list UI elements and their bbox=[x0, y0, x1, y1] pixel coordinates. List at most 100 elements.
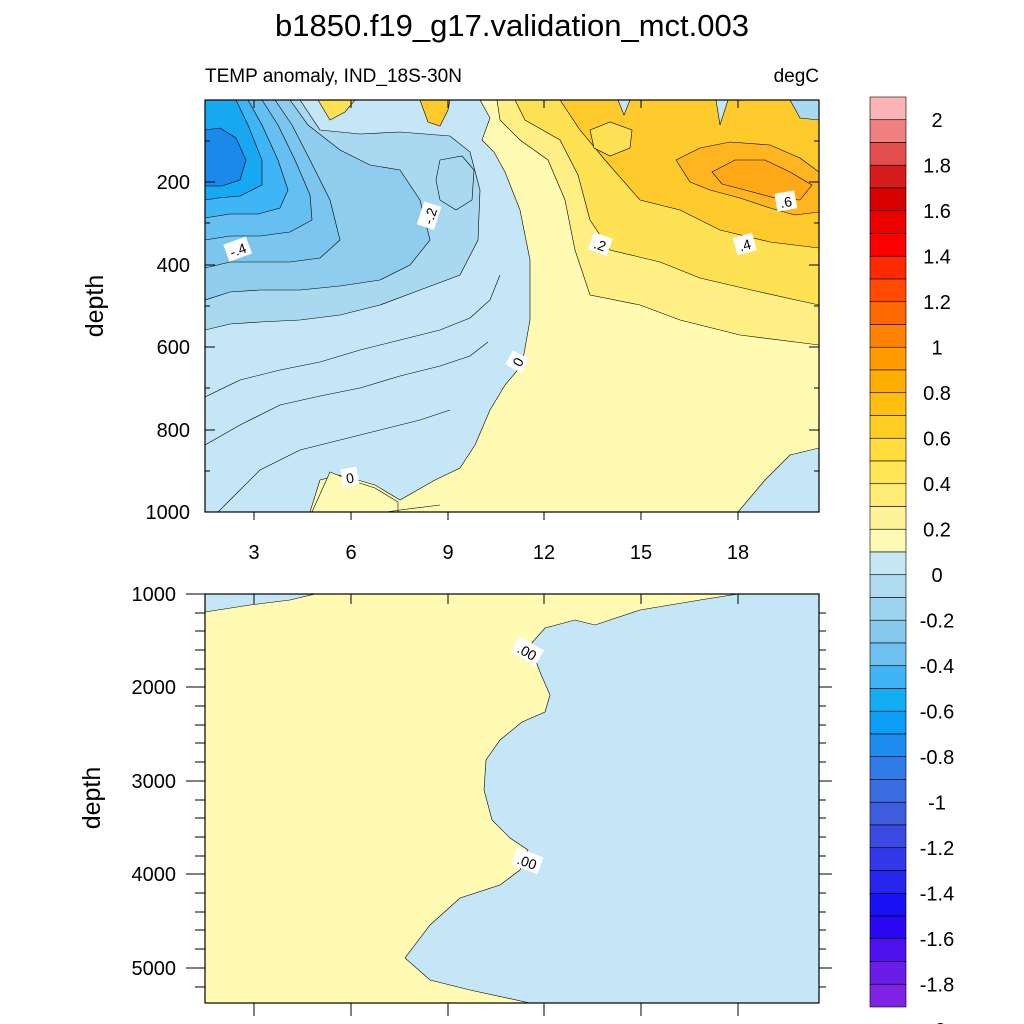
colorbar-swatch bbox=[869, 665, 907, 689]
upper-y-tick-label: 800 bbox=[157, 420, 190, 442]
upper-y-tick-label: 200 bbox=[157, 172, 190, 194]
contour-label: .4 bbox=[737, 236, 753, 255]
colorbar-swatch bbox=[869, 278, 907, 303]
colorbar-swatch bbox=[869, 938, 907, 962]
colorbar-swatch bbox=[869, 142, 907, 166]
colorbar-swatch bbox=[869, 756, 907, 780]
contour-label: .00 bbox=[515, 851, 539, 873]
contour-label: -.2 bbox=[420, 206, 440, 227]
colorbar-swatch bbox=[869, 710, 907, 735]
upper-fill-bump-3 bbox=[715, 100, 729, 126]
contour-label: .6 bbox=[779, 193, 793, 211]
upper-contour-labels: -.4 -.2 0 0 .2 .4 bbox=[223, 190, 798, 488]
colorbar-swatch bbox=[869, 483, 907, 507]
upper-contour-line-1 bbox=[205, 274, 501, 398]
lower-y-tick-label: 2000 bbox=[132, 677, 177, 699]
colorbar-label: 1.8 bbox=[923, 155, 951, 177]
contour-label: 0 bbox=[345, 469, 356, 486]
colorbar-swatch bbox=[869, 779, 907, 803]
upper-fill-cool-7 bbox=[205, 127, 247, 187]
figure-title: b1850.f19_g17.validation_mct.003 bbox=[275, 8, 749, 43]
upper-y-tick-label: 400 bbox=[157, 255, 190, 277]
colorbar-swatch bbox=[869, 210, 907, 234]
lower-y-axis-label: depth bbox=[78, 767, 106, 830]
colorbar-swatch bbox=[869, 255, 907, 280]
colorbar-label: -1 bbox=[928, 792, 946, 814]
upper-y-tick-label: 600 bbox=[157, 337, 190, 359]
lower-y-tick-label: 1000 bbox=[132, 584, 177, 606]
lower-y-tick-label: 5000 bbox=[132, 958, 177, 980]
x-tick-label: 12 bbox=[533, 542, 555, 564]
x-tick-label: 6 bbox=[345, 542, 356, 564]
x-tick-label: 15 bbox=[630, 542, 652, 564]
colorbar-swatch bbox=[869, 983, 907, 1008]
x-tick-label: 9 bbox=[442, 542, 453, 564]
upper-y-axis: 200 400 600 800 1000 bbox=[146, 140, 819, 524]
colorbar-swatch bbox=[869, 506, 907, 530]
lower-y-tick-label: 3000 bbox=[132, 771, 177, 793]
colorbar-swatch bbox=[869, 915, 907, 940]
upper-contour-line-2 bbox=[205, 341, 489, 446]
colorbar-swatch bbox=[869, 369, 907, 394]
colorbar-swatch bbox=[869, 528, 907, 553]
colorbar-swatch bbox=[869, 392, 907, 416]
colorbar-label: 1 bbox=[931, 337, 942, 359]
upper-y-tick-label: 1000 bbox=[146, 502, 191, 524]
colorbar-swatch bbox=[869, 324, 907, 348]
upper-fill-zero-patch bbox=[311, 471, 399, 512]
lower-contour-fills bbox=[205, 594, 819, 1003]
contour-label: -.4 bbox=[228, 240, 249, 261]
colorbar-swatch bbox=[869, 301, 907, 325]
colorbar-label: -0.8 bbox=[920, 747, 954, 769]
colorbar-label: -1.4 bbox=[920, 883, 954, 905]
colorbar-swatch bbox=[869, 733, 907, 758]
colorbar-swatch bbox=[869, 437, 907, 462]
upper-x-axis: 3 6 9 12 15 18 bbox=[248, 100, 749, 564]
colorbar-labels: 2 1.8 1.6 1.4 1.2 1 0.8 0.6 0.4 0.2 0 -0.2 -0.4 -0.6 -… bbox=[920, 110, 954, 1024]
upper-fill-bump-4 bbox=[789, 100, 819, 121]
colorbar-swatch bbox=[869, 642, 907, 667]
colorbar-swatch bbox=[869, 551, 907, 576]
colorbar-label: 0.6 bbox=[923, 428, 951, 450]
colorbar-label: 0.4 bbox=[923, 474, 951, 496]
upper-fill-0.6 bbox=[711, 159, 813, 201]
lower-panel: .00 .00 1000 2000 3000 4000 5000 bbox=[78, 584, 832, 1016]
colorbar-label: 0 bbox=[931, 565, 942, 587]
colorbar-swatch bbox=[869, 688, 907, 712]
colorbar-swatch bbox=[869, 164, 907, 189]
x-tick-label: 18 bbox=[727, 542, 749, 564]
colorbar-swatch bbox=[869, 346, 907, 371]
colorbar-label: -0.6 bbox=[920, 701, 954, 723]
colorbar-swatch bbox=[869, 870, 907, 894]
upper-contour-fills bbox=[205, 100, 819, 512]
upper-panel: TEMP anomaly, IND_18S-30N degC bbox=[81, 66, 820, 564]
colorbar-label: 0.8 bbox=[923, 383, 951, 405]
colorbar-swatch bbox=[869, 574, 907, 598]
upper-fill-surface-2 bbox=[419, 100, 451, 127]
colorbar bbox=[869, 96, 907, 1008]
lower-x-ticks bbox=[253, 594, 739, 1016]
colorbar-swatch bbox=[869, 847, 907, 871]
colorbar-label: -1.6 bbox=[920, 929, 954, 951]
colorbar-swatch bbox=[869, 187, 907, 212]
colorbar-swatch bbox=[869, 892, 907, 917]
lower-y-axis: 1000 2000 3000 4000 5000 bbox=[132, 584, 832, 988]
lower-fill-blue-corner bbox=[205, 594, 316, 613]
lower-y-tick-label: 4000 bbox=[132, 864, 177, 886]
colorbar-swatch bbox=[869, 119, 907, 143]
colorbar-label: -1.8 bbox=[920, 974, 954, 996]
upper-fill-cool-patch bbox=[435, 155, 475, 211]
upper-contour-line-4 bbox=[384, 504, 441, 512]
upper-fill-bump-2 bbox=[617, 100, 631, 116]
upper-fill-bump-1 bbox=[589, 121, 633, 157]
upper-left-string: TEMP anomaly, IND_18S-30N bbox=[205, 66, 462, 87]
colorbar-label: 1.4 bbox=[923, 246, 951, 268]
colorbar-swatch bbox=[869, 597, 907, 621]
colorbar-swatch bbox=[869, 233, 907, 257]
colorbar-label: 1.6 bbox=[923, 201, 951, 223]
colorbar-swatch bbox=[869, 961, 907, 985]
colorbar-label: -2 bbox=[928, 1020, 946, 1024]
colorbar-label: -1.2 bbox=[920, 838, 954, 860]
colorbar-label: 2 bbox=[931, 110, 942, 132]
colorbar-label: 0.2 bbox=[923, 519, 951, 541]
